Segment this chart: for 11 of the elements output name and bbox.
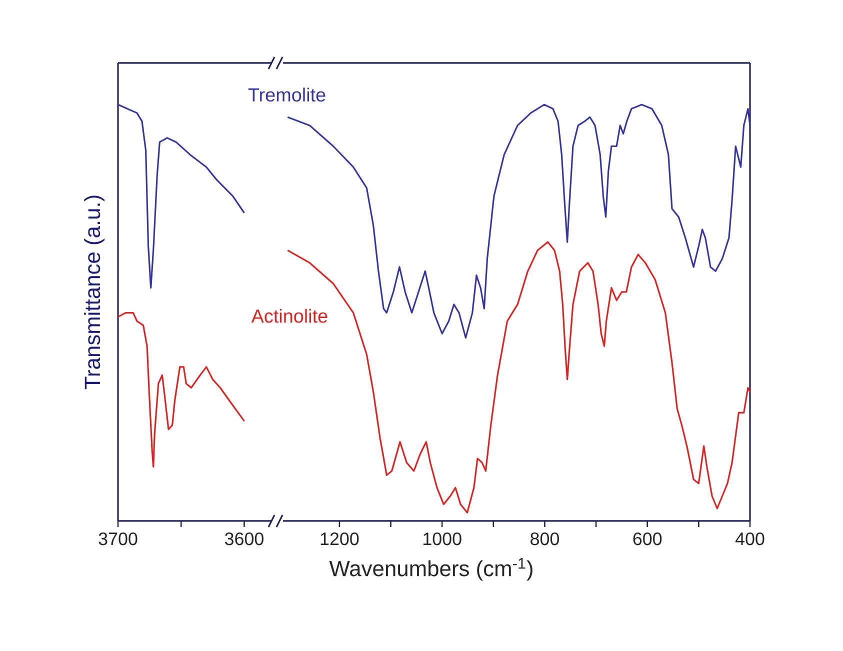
x-tick-label: 800 <box>530 532 559 546</box>
x-tick-label: 1200 <box>320 532 359 546</box>
x-tick-label: 600 <box>633 532 662 546</box>
x-tick-label: 1000 <box>424 532 462 546</box>
y-axis-title: Transmittance (a.u.) <box>84 196 104 390</box>
x-tick-label: 400 <box>735 532 764 546</box>
series-label: Tremolite <box>248 88 326 102</box>
x-tick-label: 3700 <box>98 532 138 546</box>
x-axis-title: Wavenumbers (cm$^{-1}$) <box>329 558 532 581</box>
series-label: Actinolite <box>251 308 328 323</box>
x-tick-label: 3600 <box>224 532 264 546</box>
